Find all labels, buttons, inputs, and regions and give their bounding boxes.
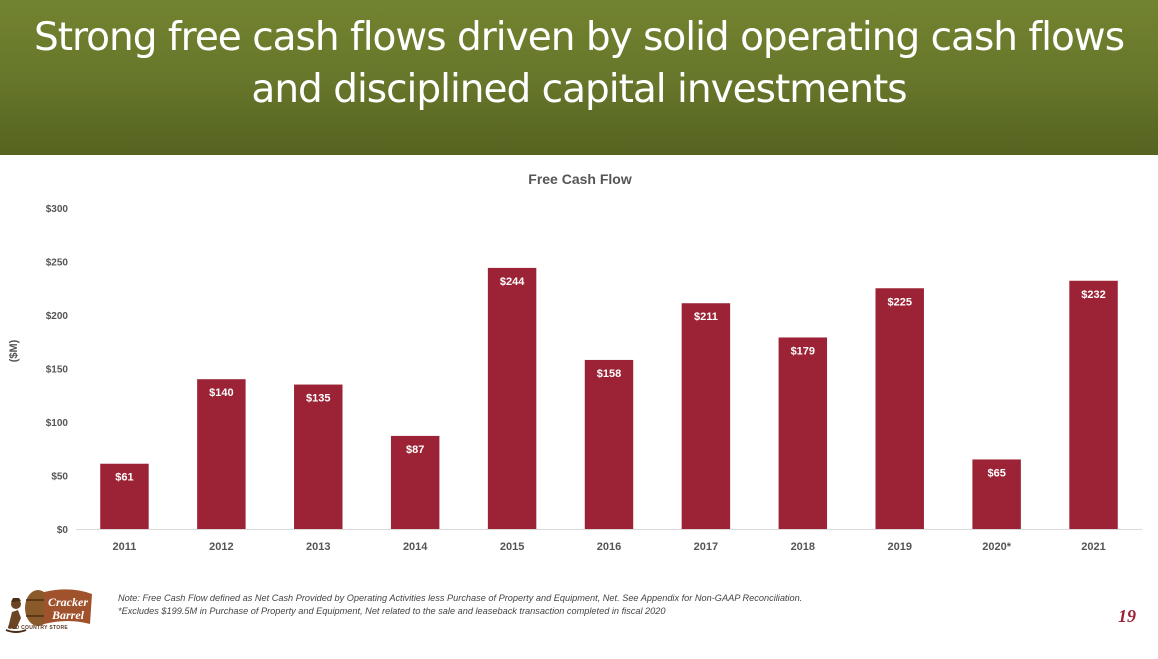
- x-tick-label: 2014: [403, 541, 428, 553]
- x-tick-label: 2011: [113, 541, 137, 553]
- bar: [972, 459, 1021, 529]
- x-tick-label: 2021: [1081, 541, 1105, 553]
- bar: [487, 267, 537, 529]
- page-number: 19: [1118, 606, 1136, 626]
- slide-title-line-2: and disciplined capital investments: [251, 67, 907, 112]
- x-tick-label: 2012: [209, 541, 233, 553]
- slide-title-line-1: Strong free cash flows driven by solid o…: [33, 15, 1125, 60]
- y-tick-label: $300: [46, 204, 69, 215]
- logo-text-bottom: Barrel: [51, 608, 85, 622]
- bar-data-label: $211: [694, 311, 718, 323]
- x-tick-label: 2013: [306, 541, 330, 553]
- chart-title: Free Cash Flow: [528, 171, 632, 187]
- y-axis-ticks: $0 $50 $100 $150 $200 $250 $300: [46, 204, 69, 536]
- logo-text-top: Cracker: [48, 595, 88, 609]
- free-cash-flow-chart: Free Cash Flow ($M) $0 $50 $100 $150 $200 $25…: [8, 171, 1142, 553]
- bar-data-label: $65: [987, 467, 1005, 479]
- x-tick-label: 2017: [694, 541, 718, 553]
- x-tick-label: 2019: [887, 541, 911, 553]
- bar: [197, 379, 246, 529]
- y-axis-title: ($M): [8, 339, 20, 362]
- y-tick-label: $250: [46, 258, 69, 269]
- logo-tagline: OLD COUNTRY STORE: [8, 625, 69, 631]
- x-tick-label: 2018: [791, 541, 815, 553]
- rocking-chair-man-icon: [5, 598, 27, 633]
- bar-data-label: $225: [887, 296, 911, 308]
- y-tick-label: $100: [46, 418, 69, 429]
- bar-data-label: $135: [306, 393, 330, 405]
- cracker-barrel-logo: Cracker Barrel: [5, 589, 92, 633]
- bar-data-label: $158: [597, 368, 621, 380]
- footnotes: Note: Free Cash Flow defined as Net Cash…: [118, 592, 1038, 618]
- footnote-exclusion: *Excludes $199.5M in Purchase of Propert…: [118, 606, 666, 616]
- bar: [100, 463, 149, 529]
- bar-data-label: $61: [115, 472, 133, 484]
- bar-data-label: $244: [500, 276, 525, 288]
- bar-series: $61 $140 $135 $87 $244 $158 $211 $179 $225 $65 $23…: [100, 267, 1118, 529]
- footnote-definition: Note: Free Cash Flow defined as Net Cash…: [118, 593, 803, 603]
- x-tick-label: 2020*: [982, 541, 1011, 553]
- bar-data-label: $87: [406, 444, 424, 456]
- x-tick-label: 2015: [500, 541, 524, 553]
- bar-data-label: $232: [1081, 289, 1105, 301]
- y-tick-label: $150: [46, 365, 69, 376]
- bar: [294, 384, 343, 529]
- logo-banner-shape: [44, 589, 92, 624]
- bar-data-label: $179: [791, 345, 815, 357]
- x-tick-label: 2016: [597, 541, 621, 553]
- y-tick-label: $50: [51, 472, 68, 483]
- y-tick-label: $0: [57, 525, 69, 536]
- bar: [875, 288, 924, 529]
- bar: [1069, 280, 1118, 529]
- y-tick-label: $200: [46, 311, 69, 322]
- bar: [778, 337, 828, 529]
- bar: [584, 359, 634, 529]
- title-banner: Strong free cash flows driven by solid o…: [0, 0, 1158, 155]
- bar-data-label: $140: [209, 387, 233, 399]
- x-axis-labels: 2011 2012 2013 2014 2015 2016 2017 2018 2019 2020…: [113, 541, 1106, 553]
- bar: [390, 435, 440, 529]
- bar: [681, 303, 731, 529]
